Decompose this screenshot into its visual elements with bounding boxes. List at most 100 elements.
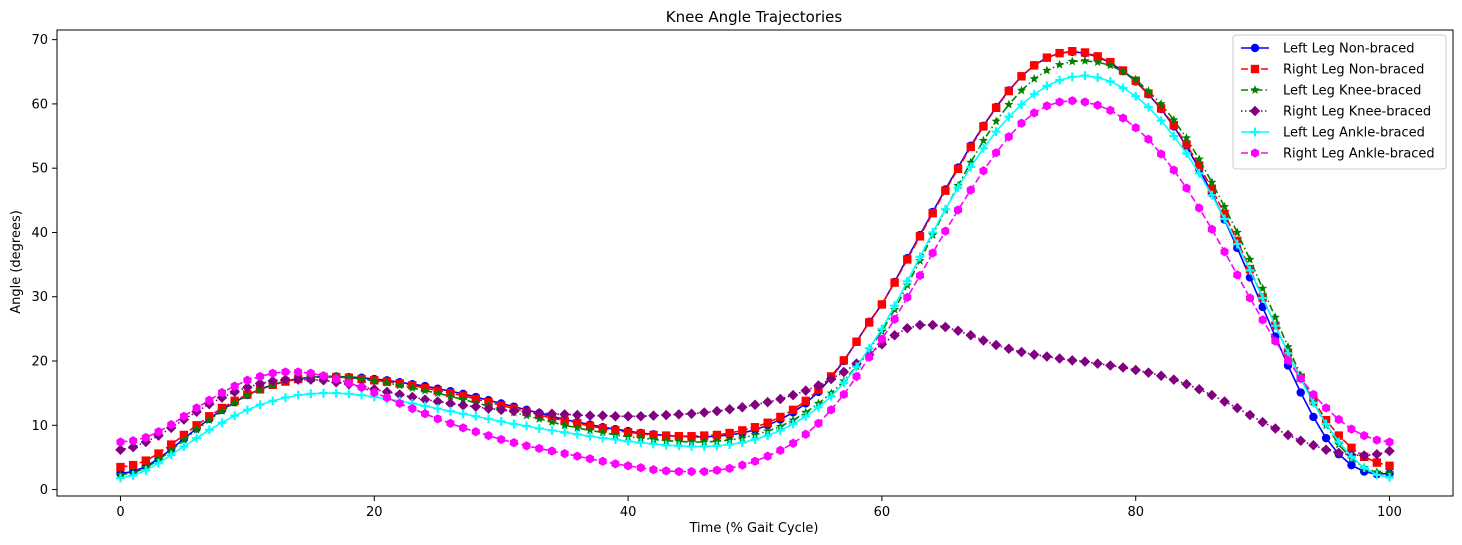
data-point [192, 403, 201, 413]
data-point [1041, 351, 1053, 362]
legend-item-right-leg-non-braced: Right Leg Non-braced [1241, 63, 1424, 78]
data-point [738, 460, 747, 470]
data-point [1093, 100, 1102, 110]
data-point [661, 435, 671, 445]
data-point [242, 405, 252, 415]
data-point [1130, 364, 1141, 376]
data-point [1093, 73, 1103, 82]
data-point [459, 423, 468, 433]
data-point [154, 449, 163, 458]
data-point [217, 387, 226, 398]
data-point [370, 387, 379, 398]
data-point [763, 451, 772, 461]
data-point [700, 466, 709, 477]
data-point [572, 423, 582, 432]
data-point [306, 389, 316, 399]
data-point [597, 410, 608, 421]
data-point [420, 385, 430, 395]
data-point [154, 458, 163, 468]
y-tick-label: 0 [40, 483, 48, 498]
data-point [712, 430, 722, 440]
data-point [814, 418, 823, 428]
data-point [534, 424, 544, 433]
data-point [166, 445, 176, 455]
data-point [1206, 389, 1218, 401]
data-point [344, 378, 353, 388]
data-point [623, 436, 633, 446]
data-point [1347, 452, 1356, 462]
data-point [1320, 444, 1332, 455]
data-point [610, 430, 620, 439]
data-point [662, 466, 671, 476]
data-point [750, 423, 760, 432]
data-point [407, 383, 417, 392]
data-point [699, 437, 709, 446]
data-point [382, 393, 391, 403]
data-point [1155, 370, 1167, 382]
data-point [1055, 75, 1064, 85]
data-point [522, 441, 531, 451]
data-point [1308, 398, 1318, 408]
data-point [877, 334, 886, 344]
data-point [1385, 437, 1394, 447]
data-point [1207, 184, 1217, 193]
data-point [623, 432, 633, 441]
data-point [357, 390, 366, 400]
data-point [751, 456, 759, 466]
data-point [966, 185, 975, 195]
data-point [801, 411, 811, 421]
data-point [890, 314, 899, 324]
data-point [787, 389, 799, 401]
data-point [497, 434, 506, 445]
data-point [381, 386, 393, 398]
data-point [1118, 66, 1128, 76]
data-point [1067, 355, 1078, 366]
data-point [1309, 412, 1318, 422]
data-point [585, 425, 595, 435]
data-point [1003, 343, 1015, 355]
data-point [928, 248, 937, 258]
data-point [698, 407, 710, 418]
data-point [1017, 72, 1026, 81]
data-point [521, 406, 532, 418]
data-point [941, 226, 950, 236]
data-point [141, 432, 150, 443]
data-point [256, 371, 265, 382]
y-tick-label: 50 [31, 162, 48, 177]
legend-marker [1251, 148, 1259, 158]
data-point [1017, 100, 1026, 109]
data-point [1004, 132, 1013, 142]
data-point [470, 401, 482, 412]
data-point [1169, 120, 1178, 130]
data-point [292, 374, 304, 385]
data-point [1080, 56, 1090, 65]
data-point [915, 232, 925, 241]
data-point [763, 431, 773, 440]
data-point [167, 420, 176, 430]
data-point [268, 396, 278, 406]
data-point [1144, 134, 1153, 144]
legend-item-right-leg-knee-braced: Right Leg Knee-braced [1241, 105, 1431, 120]
data-point [1347, 424, 1356, 434]
data-point [1168, 374, 1180, 385]
data-point [635, 411, 647, 422]
data-point [560, 427, 570, 437]
data-point [940, 204, 950, 214]
data-point [560, 448, 569, 459]
data-point [255, 400, 265, 410]
data-point [332, 374, 341, 384]
data-point [649, 439, 658, 449]
data-point [534, 414, 544, 423]
legend-label: Left Leg Non-braced [1283, 42, 1415, 57]
data-point [725, 440, 735, 449]
data-point [1295, 435, 1306, 446]
data-point [660, 409, 672, 421]
data-point [966, 157, 976, 167]
data-point [1232, 402, 1243, 414]
data-point [584, 410, 596, 421]
data-point [941, 186, 950, 195]
data-point [749, 399, 761, 410]
data-point [1055, 48, 1064, 58]
data-point [1258, 302, 1267, 312]
data-point [801, 396, 810, 406]
